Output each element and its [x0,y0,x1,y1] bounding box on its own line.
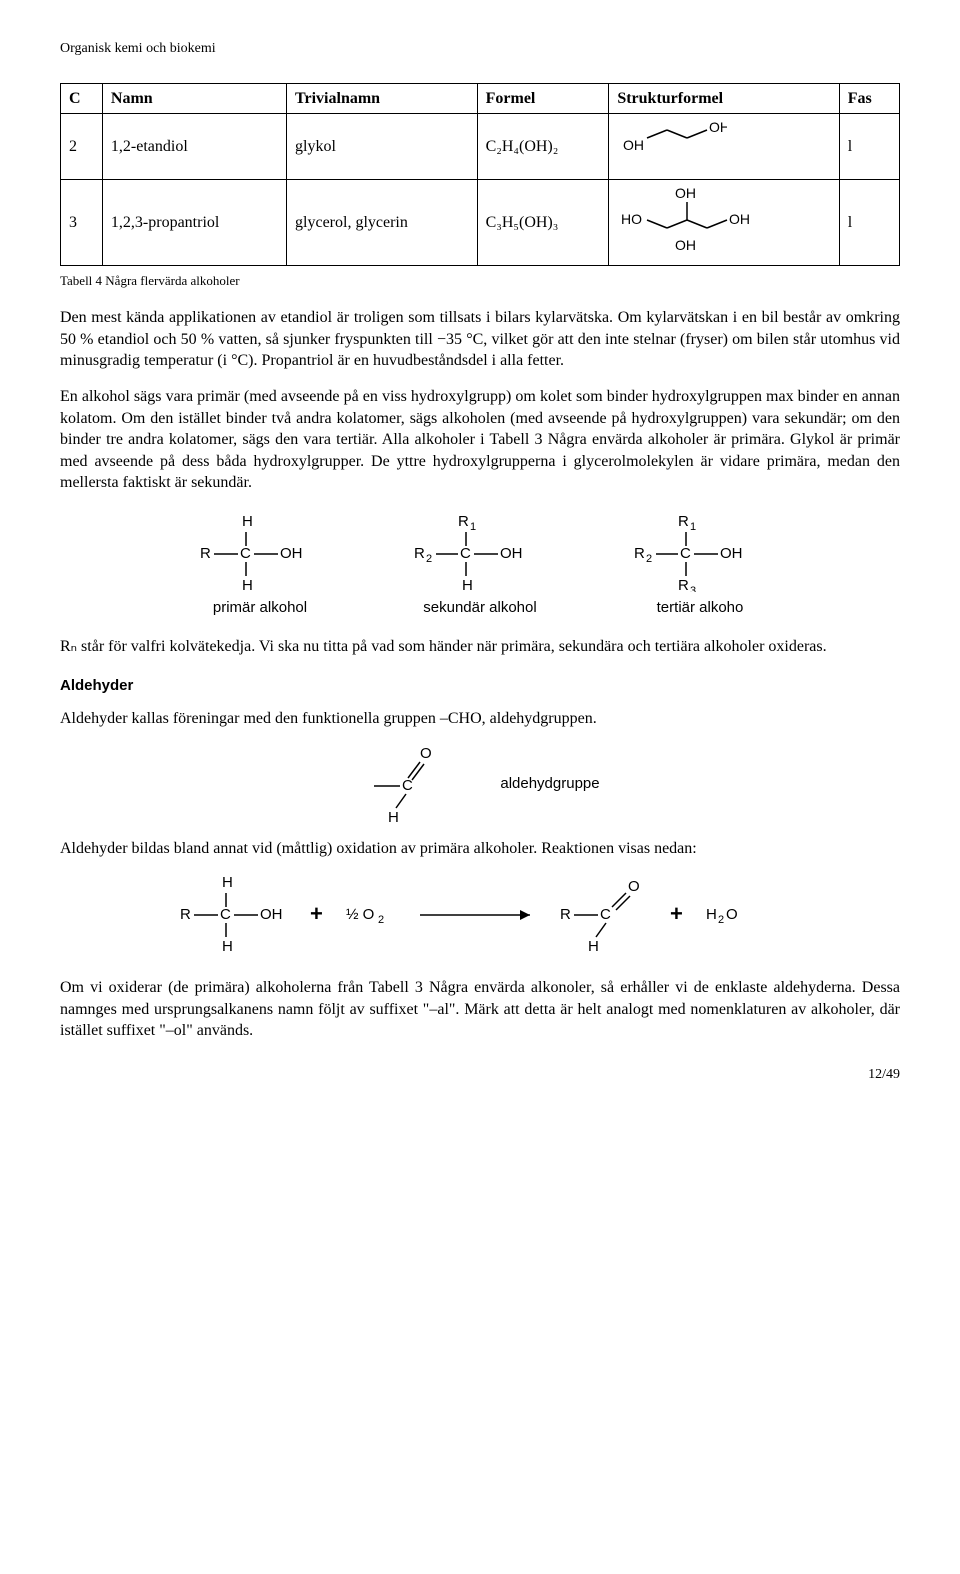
page-number: 12/49 [60,1066,900,1085]
aldehyde-group-icon: O C H [360,744,460,824]
cell-trivial: glykol [287,114,478,180]
alcohol-classes-row: H R C OH H R1 R2 C OH H R1 R2 C OH R3 [60,512,900,592]
svg-text:OH: OH [729,211,750,227]
cell-struct: OH HO OH OH [609,180,839,266]
table-row: 3 1,2,3-propantriol glycerol, glycerin C… [61,180,900,266]
paragraph-4: Aldehyder kallas föreningar med den funk… [60,708,900,730]
aldehyde-group-label: aldehydgruppe [500,774,599,794]
svg-text:R: R [180,906,191,923]
col-fas: Fas [839,83,899,114]
svg-text:R: R [458,513,469,530]
table-row: 2 1,2-etandiol glykol C₂H₄(OH)₂ OH OH l [61,114,900,180]
paragraph-6: Om vi oxiderar (de primära) alkoholerna … [60,977,900,1042]
svg-text:2: 2 [378,914,384,926]
svg-text:OH: OH [500,545,523,562]
page-header: Organisk kemi och biokemi [60,40,900,59]
table-caption: Tabell 4 Några flervärda alkoholer [60,272,900,290]
paragraph-3: Rₙ står för valfri kolvätekedja. Vi ska … [60,636,900,658]
svg-text:HO: HO [621,211,642,227]
cell-c: 2 [61,114,103,180]
svg-text:C: C [402,777,413,794]
svg-text:H: H [706,906,717,923]
col-c: C [61,83,103,114]
cell-struct: OH OH [609,114,839,180]
svg-text:R: R [678,577,689,592]
svg-text:½ O: ½ O [346,906,374,923]
primary-alcohol-icon: H R C OH H [180,512,340,592]
svg-text:H: H [462,577,473,592]
svg-text:H: H [388,809,399,824]
cell-formula: C₂H₄(OH)₂ [477,114,609,180]
svg-text:C: C [600,906,611,923]
svg-text:H: H [222,874,233,891]
alcohols-table: C Namn Trivialnamn Formel Strukturformel… [60,83,900,266]
table-header-row: C Namn Trivialnamn Formel Strukturformel… [61,83,900,114]
secondary-alcohol-icon: R1 R2 C OH H [400,512,560,592]
cell-fas: l [839,180,899,266]
svg-text:2: 2 [646,553,652,565]
svg-text:OH: OH [709,119,727,135]
paragraph-2: En alkohol sägs vara primär (med avseend… [60,386,900,494]
paragraph-1: Den mest kända applikationen av etandiol… [60,307,900,372]
cell-name: 1,2,3-propantriol [102,180,286,266]
cell-formula: C₃H₅(OH)₃ [477,180,609,266]
tertiary-alcohol-icon: R1 R2 C OH R3 [620,512,780,592]
svg-text:R: R [678,513,689,530]
secondary-label: sekundär alkohol [400,598,560,618]
col-formula: Formel [477,83,609,114]
svg-text:H: H [242,513,253,530]
svg-text:OH: OH [260,906,283,923]
svg-text:3: 3 [690,585,696,592]
cell-c: 3 [61,180,103,266]
col-name: Namn [102,83,286,114]
svg-text:C: C [680,545,691,562]
svg-text:O: O [726,906,738,923]
col-trivial: Trivialnamn [287,83,478,114]
svg-text:2: 2 [718,914,724,926]
cell-fas: l [839,114,899,180]
svg-text:C: C [220,906,231,923]
svg-text:H: H [222,938,233,955]
svg-text:OH: OH [623,137,644,153]
cell-name: 1,2-etandiol [102,114,286,180]
tertiary-label: tertiär alkoho [620,598,780,618]
svg-text:1: 1 [470,521,476,533]
paragraph-5: Aldehyder bildas bland annat vid (måttli… [60,838,900,860]
svg-text:O: O [420,745,432,762]
svg-text:+: + [310,901,323,926]
svg-text:OH: OH [720,545,743,562]
svg-text:O: O [628,878,640,895]
oxidation-reaction-icon: H R C OH H + ½ O2 R C O H + H2O [160,873,800,963]
svg-text:R: R [414,545,425,562]
svg-text:R: R [200,545,211,562]
svg-text:OH: OH [280,545,303,562]
cell-trivial: glycerol, glycerin [287,180,478,266]
svg-text:H: H [588,938,599,955]
col-struct: Strukturformel [609,83,839,114]
glycol-structure-icon: OH OH [617,118,727,168]
svg-text:C: C [240,545,251,562]
svg-text:+: + [670,901,683,926]
svg-text:2: 2 [426,553,432,565]
oxidation-reaction: H R C OH H + ½ O2 R C O H + H2O [60,873,900,963]
glycerol-structure-icon: OH HO OH OH [617,184,757,254]
svg-text:1: 1 [690,521,696,533]
alcohol-classes-labels: primär alkohol sekundär alkohol tertiär … [60,598,900,618]
aldehydes-heading: Aldehyder [60,676,900,696]
primary-label: primär alkohol [180,598,340,618]
aldehyde-group-block: O C H aldehydgruppe [60,744,900,824]
svg-text:OH: OH [675,185,696,201]
svg-text:C: C [460,545,471,562]
svg-text:R: R [634,545,645,562]
svg-text:OH: OH [675,237,696,253]
svg-text:R: R [560,906,571,923]
svg-text:H: H [242,577,253,592]
